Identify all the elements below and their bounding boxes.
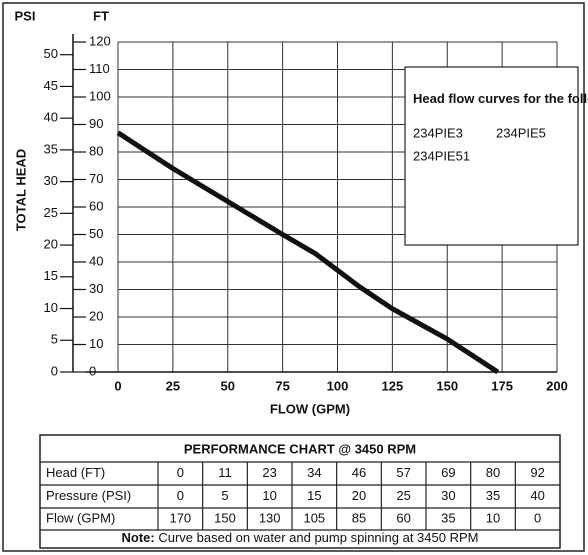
cell: 34 (307, 465, 321, 480)
cell: 0 (534, 510, 541, 525)
axis-title: TOTAL HEAD (13, 149, 28, 231)
table-title: PERFORMANCE CHART @ 3450 RPM (184, 441, 416, 456)
table: PERFORMANCE CHART @ 3450 RPM Note: Curve… (39, 434, 561, 549)
cell: 30 (441, 488, 455, 503)
y-tick-label: 30 (89, 281, 103, 296)
x-tick-label: 150 (436, 378, 458, 393)
cell: 92 (530, 465, 544, 480)
x-tick-label: 25 (166, 378, 180, 393)
row-label: Head (FT) (46, 465, 105, 480)
x-label: FLOW (GPM) (270, 401, 350, 416)
y2-tick-label: 35 (44, 141, 58, 156)
cell: 10 (486, 510, 500, 525)
y-tick-label: 90 (89, 116, 103, 131)
x-tick-label: 125 (382, 378, 404, 393)
cell: 15 (307, 488, 321, 503)
legend-item: 234PIE51 (413, 148, 470, 163)
y-tick-label: 100 (89, 88, 111, 103)
y2-tick-label: 45 (44, 78, 58, 93)
y2-tick-label: 5 (51, 332, 58, 347)
cell: 11 (218, 465, 232, 480)
curve (116, 130, 500, 375)
y2-tick-label: 20 (44, 237, 58, 252)
y-tick-label: 10 (89, 336, 103, 351)
y2-tick-label: 30 (44, 173, 58, 188)
cell: 0 (177, 465, 184, 480)
y-tick-label: 20 (89, 308, 103, 323)
legend: Head flow curves for the following: 234P… (404, 66, 588, 246)
table-border (39, 434, 561, 549)
x-tick-label: 75 (275, 378, 289, 393)
cell: 10 (262, 488, 276, 503)
legend-box (404, 66, 579, 246)
cell: 20 (352, 488, 366, 503)
cell: 69 (441, 465, 455, 480)
cell: 170 (169, 510, 191, 525)
y2-title: PSI (15, 8, 36, 23)
y-title: FT (93, 8, 109, 23)
plot: 0 10 20 30 40 50 60 70 80 90 100 110 120 0 5 10 15 20 25 30… (44, 33, 568, 393)
x-tick-label: 200 (546, 378, 568, 393)
y-tick-label: 80 (89, 143, 103, 158)
legend-title: Head flow curves for the following: (413, 91, 588, 106)
y-tick-label: 60 (89, 198, 103, 213)
cell: 80 (486, 465, 500, 480)
y2-tick-label: 10 (44, 300, 58, 315)
cell: 150 (214, 510, 236, 525)
cell: 130 (259, 510, 281, 525)
y-tick-label: 120 (89, 33, 111, 48)
y2-tick-label: 50 (44, 46, 58, 61)
y2-tick-label: 0 (51, 363, 58, 378)
x-tick-label: 50 (221, 378, 235, 393)
cell: 0 (177, 488, 184, 503)
y2-tick-label: 25 (44, 205, 58, 220)
y-tick-label: 0 (89, 363, 96, 378)
x-tick-label: 0 (114, 378, 121, 393)
y-tick-label: 40 (89, 253, 103, 268)
table-note: Note: Curve based on water and pump spin… (122, 530, 479, 545)
y-tick-label: 70 (89, 171, 103, 186)
cell: 60 (396, 510, 410, 525)
note-text: Curve based on water and pump spinning a… (158, 530, 478, 545)
cell: 25 (396, 488, 410, 503)
cell: 46 (352, 465, 366, 480)
x-tick-label: 100 (327, 378, 349, 393)
note-label: Note: (122, 530, 155, 545)
row-label: Pressure (PSI) (46, 488, 131, 503)
cell: 57 (396, 465, 410, 480)
row-label: Flow (GPM) (46, 510, 115, 525)
cell: 35 (441, 510, 455, 525)
y2-tick-label: 40 (44, 110, 58, 125)
x-tick-label: 175 (491, 378, 513, 393)
y-tick-label: 50 (89, 226, 103, 241)
cell: 85 (352, 510, 366, 525)
cell: 35 (486, 488, 500, 503)
cell: 23 (262, 465, 276, 480)
cell: 5 (221, 488, 228, 503)
legend-item: 234PIE5 (496, 125, 546, 140)
legend-title-text: Head flow curves for the following: (413, 91, 588, 106)
cell: 40 (530, 488, 544, 503)
legend-item: 234PIE3 (413, 125, 463, 140)
y-tick-label: 110 (89, 61, 110, 76)
cell: 105 (303, 510, 325, 525)
y2-tick-label: 15 (44, 268, 58, 283)
